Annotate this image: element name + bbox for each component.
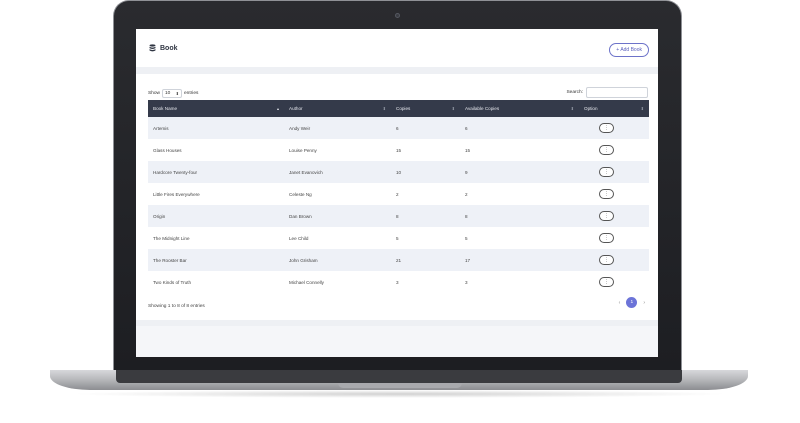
option-menu-icon[interactable]: ⋮ bbox=[599, 255, 614, 265]
table-row: The Midnight Line Lee Child 5 5 ⋮ bbox=[148, 227, 649, 249]
cell-book-name: Hardcore Twenty-four bbox=[153, 169, 198, 175]
table-row: Origin Dan Brown 8 8 ⋮ bbox=[148, 205, 649, 227]
option-menu-icon[interactable]: ⋮ bbox=[599, 167, 614, 177]
cell-available: 15 bbox=[465, 147, 471, 153]
sort-icon: ⬍ bbox=[451, 106, 455, 111]
column-header-author[interactable]: Author ⬍ bbox=[284, 100, 391, 117]
option-menu-icon[interactable]: ⋮ bbox=[599, 123, 614, 133]
option-menu-icon[interactable]: ⋮ bbox=[599, 233, 614, 243]
cell-option: ⋮ bbox=[579, 211, 649, 221]
table-row: Artemis Andy Weir 6 6 ⋮ bbox=[148, 117, 649, 139]
cell-author: Michael Connelly bbox=[289, 279, 324, 285]
table-row: Little Fires Everywhere Celeste Ng 2 2 ⋮ bbox=[148, 183, 649, 205]
laptop-notch bbox=[338, 383, 462, 388]
table-info: Showing 1 to 8 of 8 entries bbox=[148, 304, 205, 309]
previous-page-icon[interactable]: ‹ bbox=[618, 299, 621, 306]
page-number-button[interactable]: 1 bbox=[626, 297, 638, 308]
cell-author: John Grisham bbox=[289, 257, 318, 263]
column-header-book-name[interactable]: Book Name ▴ bbox=[148, 100, 284, 117]
laptop-hinge bbox=[116, 370, 682, 383]
cell-book-name: Glass Houses bbox=[153, 147, 182, 153]
cell-copies: 3 bbox=[396, 279, 399, 285]
table-header: Book Name ▴ Author ⬍ Copies ⬍ Available … bbox=[148, 100, 649, 117]
option-menu-icon[interactable]: ⋮ bbox=[599, 277, 614, 287]
cell-book-name: Origin bbox=[153, 213, 166, 219]
column-label: Available Copies bbox=[465, 106, 500, 111]
entries-label: entries bbox=[184, 91, 199, 96]
cell-author: Janet Evanovich bbox=[289, 169, 323, 175]
cell-copies: 8 bbox=[396, 213, 399, 219]
cell-author: Lee Child bbox=[289, 235, 309, 241]
cell-copies: 21 bbox=[396, 257, 402, 263]
add-book-button[interactable]: + Add Book bbox=[609, 43, 649, 57]
camera-icon bbox=[395, 13, 400, 18]
page-length-select[interactable]: 10 ⬍ bbox=[162, 89, 182, 98]
books-card: Show 10 ⬍ entries Search: Book Name ▴ Au… bbox=[136, 74, 658, 320]
cell-option: ⋮ bbox=[579, 277, 649, 287]
database-icon bbox=[149, 44, 156, 52]
option-menu-icon[interactable]: ⋮ bbox=[599, 145, 614, 155]
show-label: Show bbox=[148, 91, 160, 96]
page-title: Book bbox=[160, 44, 178, 52]
cell-book-name: Little Fires Everywhere bbox=[153, 191, 200, 197]
cell-author: Dan Brown bbox=[289, 213, 312, 219]
cell-available: 8 bbox=[465, 213, 468, 219]
next-page-icon[interactable]: › bbox=[643, 299, 645, 306]
cell-option: ⋮ bbox=[579, 255, 649, 265]
cell-option: ⋮ bbox=[579, 167, 649, 177]
laptop-shadow bbox=[70, 390, 730, 398]
page-length-value: 10 bbox=[165, 91, 171, 96]
footer-band bbox=[136, 326, 658, 357]
column-label: Option bbox=[584, 106, 598, 111]
table-row: Hardcore Twenty-four Janet Evanovich 10 … bbox=[148, 161, 649, 183]
option-menu-icon[interactable]: ⋮ bbox=[599, 211, 614, 221]
page-length-control: Show 10 ⬍ entries bbox=[148, 89, 198, 98]
sort-asc-icon: ▴ bbox=[276, 106, 279, 111]
cell-available: 3 bbox=[465, 279, 468, 285]
cell-author: Louise Penny bbox=[289, 147, 317, 153]
table-row: Two Kinds of Truth Michael Connelly 3 3 … bbox=[148, 271, 649, 293]
table-row: Glass Houses Louise Penny 15 15 ⋮ bbox=[148, 139, 649, 161]
sort-icon: ⬍ bbox=[382, 106, 386, 111]
cell-option: ⋮ bbox=[579, 145, 649, 155]
cell-copies: 6 bbox=[396, 125, 399, 131]
option-menu-icon[interactable]: ⋮ bbox=[599, 189, 614, 199]
cell-copies: 2 bbox=[396, 191, 399, 197]
cell-author: Andy Weir bbox=[289, 125, 311, 131]
table-row: The Rooster Bar John Grisham 21 17 ⋮ bbox=[148, 249, 649, 271]
column-header-available-copies[interactable]: Available Copies ⬍ bbox=[460, 100, 579, 117]
cell-author: Celeste Ng bbox=[289, 191, 312, 197]
column-label: Author bbox=[289, 106, 303, 111]
cell-book-name: Artemis bbox=[153, 125, 169, 131]
sort-icon: ⬍ bbox=[640, 106, 644, 111]
pagination: ‹ 1 › bbox=[619, 297, 645, 308]
cell-available: 17 bbox=[465, 257, 471, 263]
cell-book-name: The Midnight Line bbox=[153, 235, 190, 241]
search-input[interactable] bbox=[586, 87, 648, 98]
column-header-copies[interactable]: Copies ⬍ bbox=[391, 100, 460, 117]
app-header: Book + Add Book bbox=[136, 29, 658, 67]
cell-option: ⋮ bbox=[579, 233, 649, 243]
cell-copies: 5 bbox=[396, 235, 399, 241]
screen: Book + Add Book Show 10 ⬍ entries Search… bbox=[136, 29, 658, 357]
title-wrap: Book bbox=[149, 44, 178, 52]
cell-book-name: The Rooster Bar bbox=[153, 257, 187, 263]
cell-available: 9 bbox=[465, 169, 468, 175]
column-header-option[interactable]: Option ⬍ bbox=[579, 100, 649, 117]
cell-option: ⋮ bbox=[579, 189, 649, 199]
cell-available: 5 bbox=[465, 235, 468, 241]
cell-copies: 10 bbox=[396, 169, 402, 175]
cell-available: 2 bbox=[465, 191, 468, 197]
cell-copies: 15 bbox=[396, 147, 402, 153]
column-label: Book Name bbox=[153, 106, 178, 111]
select-arrows-icon: ⬍ bbox=[175, 91, 179, 96]
cell-available: 6 bbox=[465, 125, 468, 131]
search-control: Search: bbox=[566, 87, 648, 98]
search-label: Search: bbox=[566, 90, 583, 95]
sort-icon: ⬍ bbox=[570, 106, 574, 111]
books-table: Book Name ▴ Author ⬍ Copies ⬍ Available … bbox=[148, 100, 649, 293]
column-label: Copies bbox=[396, 106, 411, 111]
cell-book-name: Two Kinds of Truth bbox=[153, 279, 192, 285]
cell-option: ⋮ bbox=[579, 123, 649, 133]
